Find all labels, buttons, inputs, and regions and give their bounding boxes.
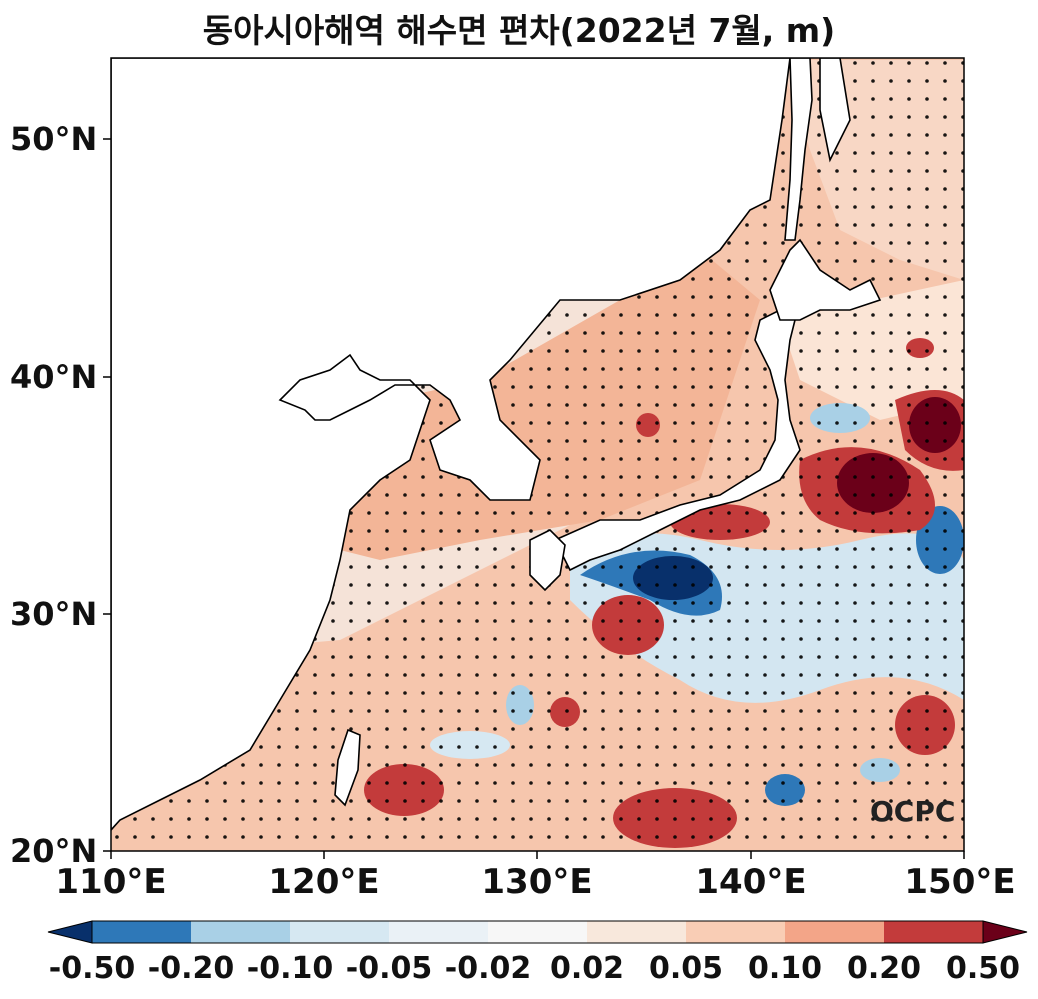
colorbar-segment bbox=[488, 921, 587, 943]
axis-ticks bbox=[103, 138, 965, 859]
y-tick-label: 50°N bbox=[10, 120, 98, 158]
colorbar-extend-high bbox=[982, 920, 1028, 944]
y-tick-label: 20°N bbox=[10, 832, 98, 870]
colorbar-label: 0.20 bbox=[846, 951, 922, 986]
colorbar-label: 0.05 bbox=[648, 951, 724, 986]
colorbar-label: -0.50 bbox=[48, 951, 136, 986]
colorbar-label: 0.50 bbox=[945, 951, 1021, 986]
mainland-asia bbox=[111, 58, 791, 832]
colorbar-segment bbox=[587, 921, 686, 943]
map-title: 동아시아해역 해수면 편차(2022년 7월, m) bbox=[202, 11, 836, 50]
colorbar-segment bbox=[785, 921, 884, 943]
colorbar-label: -0.02 bbox=[444, 951, 532, 986]
colorbar-segment bbox=[884, 921, 983, 943]
x-tick-label: 140°E bbox=[695, 862, 807, 902]
y-tick-label: 30°N bbox=[10, 595, 98, 633]
sakhalin bbox=[784, 58, 813, 241]
taiwan-island bbox=[334, 728, 361, 807]
x-tick-label: 120°E bbox=[268, 862, 380, 902]
x-tick-label: 150°E bbox=[904, 862, 1016, 902]
ocpc-logo: OCPC bbox=[870, 795, 956, 828]
colorbar bbox=[47, 920, 1028, 944]
colorbar-segment bbox=[290, 921, 389, 943]
colorbar-extend-low bbox=[47, 920, 93, 944]
colorbar-frame bbox=[91, 920, 984, 944]
y-tick-label: 40°N bbox=[10, 358, 98, 396]
colorbar-label: 0.02 bbox=[549, 951, 625, 986]
colorbar-segment bbox=[389, 921, 488, 943]
colorbar-label: -0.20 bbox=[147, 951, 235, 986]
colorbar-label: -0.10 bbox=[246, 951, 334, 986]
x-tick-label: 130°E bbox=[481, 862, 593, 902]
colorbar-segment bbox=[92, 921, 191, 943]
japan-hokkaido bbox=[769, 238, 882, 321]
kyushu-island bbox=[529, 529, 566, 592]
colorbar-label: -0.05 bbox=[345, 951, 433, 986]
colorbar-segment bbox=[191, 921, 290, 943]
colorbar-label: 0.10 bbox=[747, 951, 823, 986]
colorbar-segment bbox=[686, 921, 785, 943]
x-tick-label: 110°E bbox=[55, 862, 167, 902]
kamchatka-kuril-region bbox=[819, 58, 851, 163]
